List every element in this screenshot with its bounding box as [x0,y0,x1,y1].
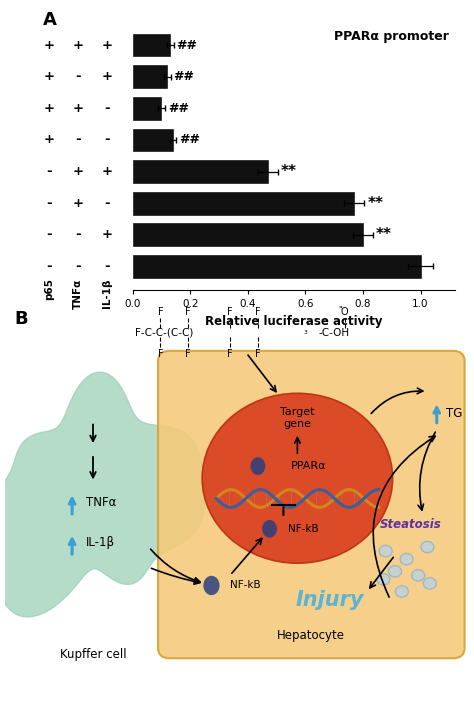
Text: TG: TG [446,407,463,420]
Text: ##: ## [173,70,195,83]
Text: +: + [101,165,112,178]
Text: +: + [101,70,112,83]
Text: +: + [44,133,55,146]
Text: F: F [227,349,233,359]
X-axis label: Relative luciferase activity: Relative luciferase activity [205,314,383,327]
Text: $_3$: $_3$ [303,328,309,337]
Text: F: F [185,349,191,359]
Circle shape [377,574,390,585]
Text: ##: ## [176,39,198,52]
Circle shape [388,566,401,577]
Bar [133,255,420,278]
Text: TNFα: TNFα [86,496,117,509]
Text: F: F [255,349,261,359]
Text: IL-1β: IL-1β [86,536,115,549]
Circle shape [379,546,392,557]
Text: -: - [104,197,110,210]
Text: F: F [157,306,163,316]
Ellipse shape [250,458,265,475]
Text: **: ** [367,195,383,211]
Text: F: F [185,306,191,316]
Text: NF-kB: NF-kB [288,524,319,534]
Text: +: + [73,197,83,210]
Text: **: ** [281,164,297,179]
Text: F: F [157,349,163,359]
Text: +: + [73,102,83,115]
Text: -: - [75,70,81,83]
Text: Steatosis: Steatosis [380,518,442,531]
Text: -: - [75,260,81,273]
Bar [133,192,355,215]
Text: p65: p65 [44,279,54,301]
Text: **: ** [376,227,392,242]
Text: ##: ## [168,102,189,115]
Text: +: + [44,39,55,52]
Text: F: F [255,306,261,316]
Text: gene: gene [283,419,311,429]
Text: +: + [101,39,112,52]
Text: +: + [101,228,112,241]
Circle shape [411,570,425,581]
Text: IL-1β: IL-1β [102,279,112,308]
Text: PPARα promoter: PPARα promoter [334,29,448,42]
Text: PPARα: PPARα [291,461,326,471]
Text: -: - [104,102,110,115]
Text: NF-kB: NF-kB [230,581,261,591]
Bar [133,65,167,88]
Text: +: + [73,165,83,178]
Text: +: + [73,39,83,52]
Bar [133,223,363,246]
Text: -: - [75,133,81,146]
Polygon shape [0,372,204,617]
Text: +: + [44,70,55,83]
Ellipse shape [202,393,392,563]
Text: -C-OH: -C-OH [319,328,349,338]
Bar [133,34,170,57]
Text: B: B [14,310,27,329]
Circle shape [423,578,436,589]
Bar [133,129,173,151]
Bar [133,97,162,120]
Text: F-C-C-(C-C): F-C-C-(C-C) [135,328,193,338]
Bar [133,160,268,183]
Circle shape [400,553,413,565]
Text: -: - [104,133,110,146]
Text: +: + [44,102,55,115]
Text: -: - [46,165,52,178]
Text: O: O [341,306,348,316]
Text: ##: ## [179,133,201,146]
Text: Hepatocyte: Hepatocyte [277,629,346,642]
Text: -: - [46,228,52,241]
Text: -: - [104,260,110,273]
Text: ": " [338,306,342,315]
Text: A: A [43,11,56,29]
Text: -: - [75,228,81,241]
Ellipse shape [203,576,219,595]
Ellipse shape [262,520,277,538]
Text: -: - [46,197,52,210]
Circle shape [395,586,409,597]
Text: TNFα: TNFα [73,279,83,309]
Text: Target: Target [280,407,315,417]
Text: -: - [46,260,52,273]
Text: Injury: Injury [296,589,364,609]
FancyBboxPatch shape [158,351,465,658]
Text: F: F [227,306,233,316]
Text: Kupffer cell: Kupffer cell [60,648,126,661]
Circle shape [421,541,434,553]
